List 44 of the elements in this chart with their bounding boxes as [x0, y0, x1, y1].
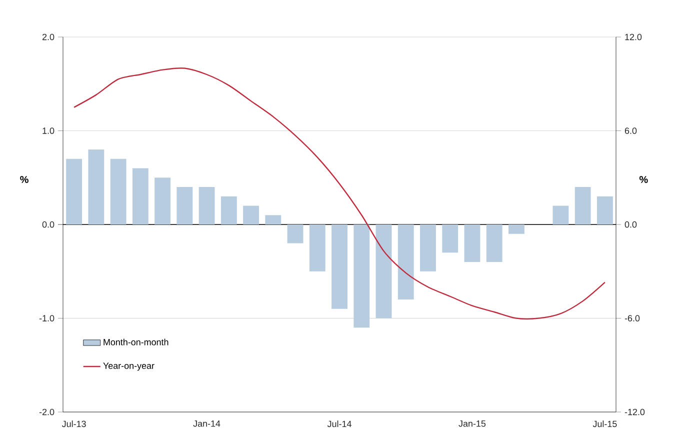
bar [552, 206, 569, 224]
y-tick-label: 0.0 [42, 221, 54, 228]
y2-axis-title: % [639, 176, 648, 184]
bar [309, 224, 326, 272]
y2-tick-label: -6.0 [624, 315, 640, 322]
bar [420, 224, 436, 272]
bar [110, 158, 126, 224]
x-tick-label: Jul-13 [62, 420, 86, 428]
x-tick-label: Jul-15 [592, 420, 617, 428]
x-tick-label: Jul-14 [327, 420, 352, 428]
bar [354, 224, 370, 328]
bar [176, 187, 193, 224]
bar [508, 224, 524, 234]
bar [243, 206, 259, 224]
bar [265, 215, 282, 224]
legend-label: Year-on-year [103, 362, 154, 371]
y-axis-title: % [20, 176, 28, 184]
bar [154, 178, 171, 224]
bar [132, 168, 148, 224]
bar [66, 158, 82, 224]
y2-tick-label: 6.0 [624, 128, 637, 134]
bar [464, 224, 480, 262]
y2-tick-label: 12.0 [625, 34, 642, 40]
y-tick-label: -2.0 [39, 408, 54, 416]
x-tick-label: Jan-14 [193, 420, 220, 427]
bar [596, 196, 613, 224]
bar [287, 224, 304, 244]
bar [486, 224, 502, 262]
bar [398, 224, 414, 300]
y2-tick-label: 0.0 [624, 221, 637, 228]
bar [442, 224, 458, 253]
bar [220, 196, 237, 224]
y-tick-label: -1.0 [39, 315, 54, 322]
bar [88, 150, 104, 224]
y-tick-label: 1.0 [42, 128, 54, 134]
y2-tick-label: -12.0 [624, 408, 645, 416]
bar [198, 187, 215, 224]
line-series [73, 67, 606, 320]
y-tick-label: 2.0 [42, 34, 54, 40]
bar [332, 224, 348, 309]
legend-label: Month-on-month [104, 338, 168, 346]
bar [574, 187, 591, 224]
bar [376, 224, 392, 318]
x-tick-label: Jan-15 [458, 420, 486, 427]
